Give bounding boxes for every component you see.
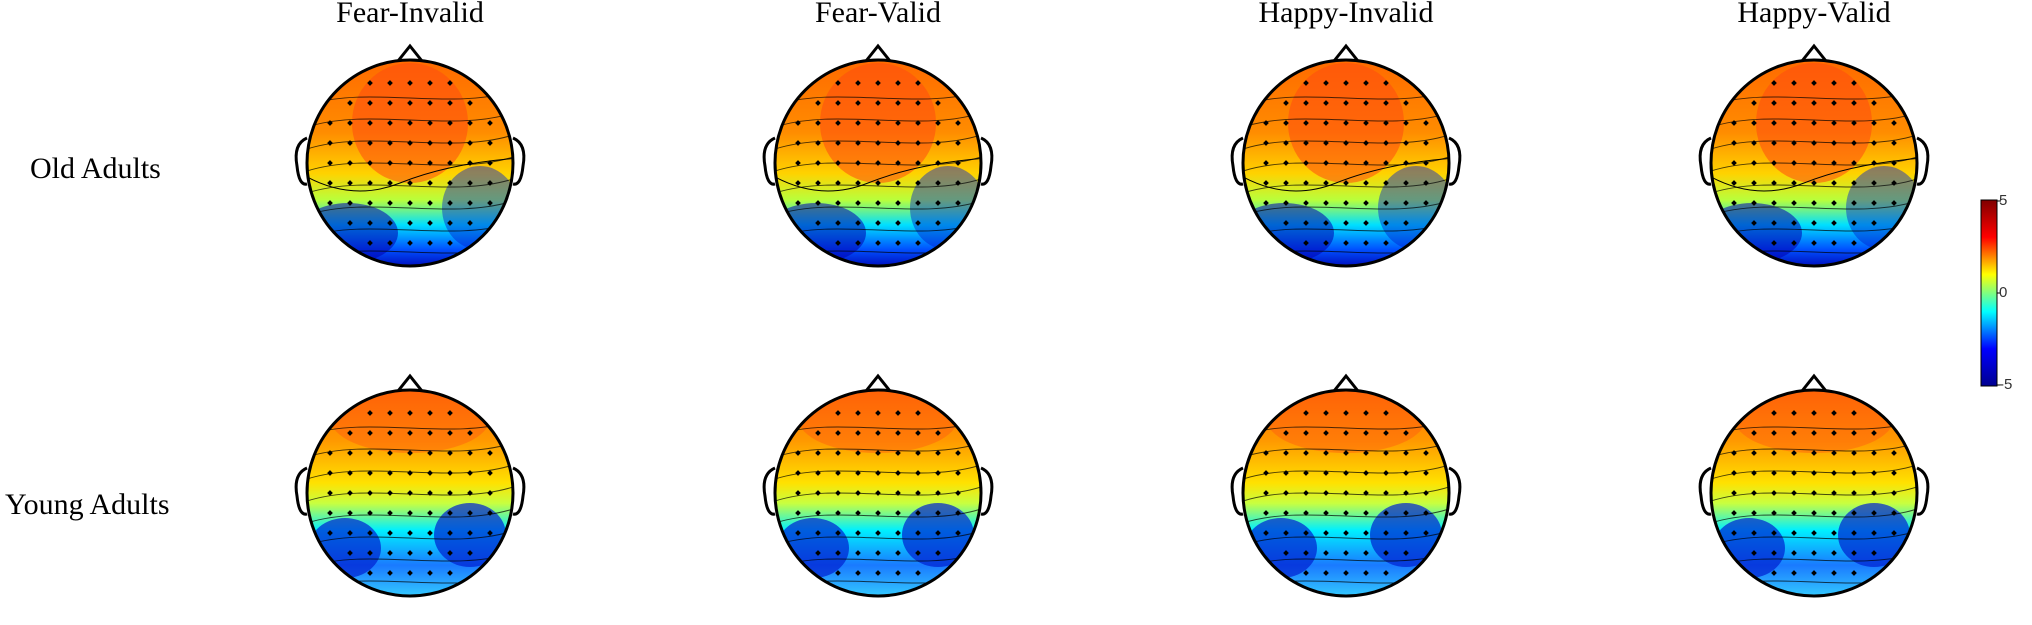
column-title-happy-invalid: Happy-Invalid	[1258, 0, 1434, 29]
topomap-young-2	[1230, 373, 1462, 598]
colorbar	[1980, 199, 1998, 387]
row-label-young-adults: Young Adults	[5, 488, 170, 521]
row-label-old-adults: Old Adults	[30, 152, 161, 185]
colorbar-tick-max: 5	[1999, 192, 2008, 209]
topomap-young-0	[294, 373, 526, 598]
topomap-old-2	[1230, 43, 1462, 268]
topomap-old-3	[1698, 43, 1930, 268]
topomap-young-3	[1698, 373, 1930, 598]
colorbar-tick-min: -5	[1999, 376, 2013, 393]
topomap-young-1	[762, 373, 994, 598]
column-title-happy-valid: Happy-Valid	[1737, 0, 1891, 29]
topomap-old-0	[294, 43, 526, 268]
column-title-fear-valid: Fear-Valid	[814, 0, 942, 29]
column-title-fear-invalid: Fear-Invalid	[336, 0, 484, 29]
colorbar-tick-mid: 0	[1999, 284, 2008, 301]
topomap-old-1	[762, 43, 994, 268]
